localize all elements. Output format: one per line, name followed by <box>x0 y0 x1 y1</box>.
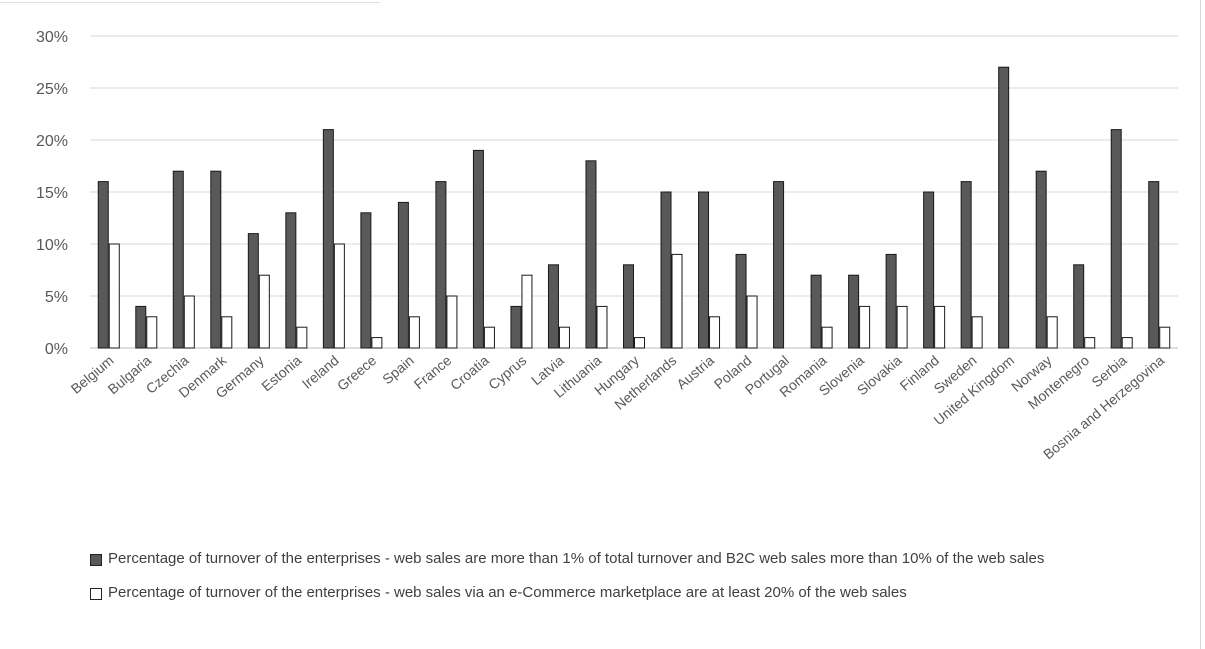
bar-series-2 <box>746 295 758 349</box>
y-tick-label: 0% <box>45 341 68 358</box>
bar-series-2 <box>521 274 533 349</box>
bar-series-1 <box>698 191 710 349</box>
bar-series-1 <box>210 170 222 349</box>
bar-series-1 <box>1035 170 1047 349</box>
bar-series-1 <box>510 305 522 349</box>
bar-series-1 <box>247 233 259 349</box>
bar-series-2 <box>108 243 120 349</box>
bar-series-1 <box>285 212 297 349</box>
bar-series-1 <box>97 181 109 349</box>
bar-series-1 <box>735 253 747 349</box>
bar-series-2 <box>1121 337 1133 349</box>
y-tick-label: 10% <box>36 237 68 254</box>
x-tick-label: Austria <box>673 352 717 392</box>
bar-series-1 <box>960 181 972 349</box>
bar-series-2 <box>1159 326 1171 349</box>
x-tick-label: Cyprus <box>485 352 529 393</box>
y-tick-label: 5% <box>45 289 68 306</box>
bar-series-1 <box>322 129 334 349</box>
bar-series-2 <box>296 326 308 349</box>
bar-series-2 <box>333 243 345 349</box>
legend-swatch-series-1 <box>90 554 102 566</box>
bar-series-2 <box>483 326 495 349</box>
bar-series-2 <box>146 316 158 349</box>
bar-series-2 <box>709 316 721 349</box>
bar-series-2 <box>258 274 270 349</box>
bar-series-2 <box>596 305 608 349</box>
bar-series-2 <box>1084 337 1096 349</box>
bar-series-2 <box>634 337 645 349</box>
bar-series-2 <box>971 316 983 349</box>
x-tick-label: Estonia <box>258 352 304 394</box>
bar-series-2 <box>934 305 946 349</box>
bar-series-1 <box>998 66 1010 349</box>
legend-item-series-1: Percentage of turnover of the enterprise… <box>90 548 1170 570</box>
x-tick-label: Ireland <box>299 352 342 392</box>
bar-series-1 <box>585 160 597 349</box>
bar-chart: 0%5%10%15%20%25%30%BelgiumBulgariaCzechi… <box>36 29 1178 462</box>
bar-series-1 <box>360 212 372 349</box>
chart-area: 0% 5% 10% 15% 20% 25% 30% Belgium Bulgaria Czechi… <box>36 29 1178 462</box>
bar-series-1 <box>472 149 484 349</box>
bar-series-1 <box>810 274 822 349</box>
bar-series-2 <box>821 326 833 349</box>
bar-series-1 <box>848 274 860 349</box>
bar-series-2 <box>896 305 908 349</box>
legend: Percentage of turnover of the enterprise… <box>90 548 1170 604</box>
right-border-line <box>1200 0 1201 649</box>
legend-swatch-series-2 <box>90 588 102 600</box>
y-tick-label: 20% <box>36 133 68 150</box>
legend-label-series-1: Percentage of turnover of the enterprise… <box>108 550 1045 567</box>
bar-series-1 <box>923 191 935 349</box>
bar-series-2 <box>408 316 420 349</box>
bar-series-1 <box>623 264 634 349</box>
bar-series-1 <box>1073 264 1085 349</box>
bar-series-2 <box>859 305 871 349</box>
bar-series-1 <box>547 264 559 349</box>
bar-series-2 <box>221 316 233 349</box>
legend-item-series-2: Percentage of turnover of the enterprise… <box>90 582 1170 604</box>
bar-series-2 <box>446 295 458 349</box>
bar-series-2 <box>1046 316 1058 349</box>
bar-series-1 <box>135 305 147 349</box>
y-tick-label: 30% <box>36 29 68 46</box>
bar-series-1 <box>885 253 897 349</box>
bar-series-2 <box>183 295 195 349</box>
x-tick-label: Greece <box>334 352 380 394</box>
x-tick-label: France <box>411 352 455 392</box>
bar-series-1 <box>660 191 672 349</box>
bar-series-1 <box>1110 129 1122 349</box>
bar-series-1 <box>773 181 785 349</box>
bar-series-2 <box>671 253 683 349</box>
bar-series-1 <box>1148 181 1160 349</box>
bar-series-1 <box>397 201 409 349</box>
x-tick-label: Croatia <box>447 352 492 393</box>
bar-series-1 <box>172 170 184 349</box>
bar-series-2 <box>558 326 570 349</box>
y-tick-label: 15% <box>36 185 68 202</box>
y-tick-label: 25% <box>36 81 68 98</box>
bar-series-1 <box>435 181 447 349</box>
top-border-line <box>0 2 380 3</box>
legend-label-series-2: Percentage of turnover of the enterprise… <box>108 584 907 601</box>
bar-series-2 <box>371 337 383 349</box>
